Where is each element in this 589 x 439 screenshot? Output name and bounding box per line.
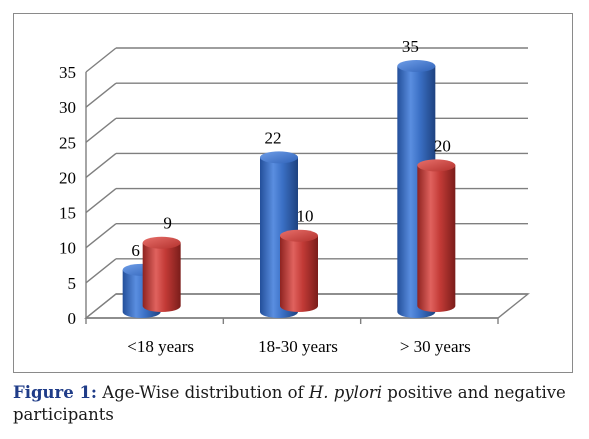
gridline-depth: [85, 117, 117, 143]
y-tick-label: 15: [59, 204, 76, 223]
figure-caption: Figure 1: Age-Wise distribution of H. py…: [13, 382, 583, 426]
y-tick-label: 10: [59, 239, 76, 258]
data-label: 35: [402, 37, 419, 56]
data-label: 10: [297, 207, 314, 226]
bar: [417, 159, 456, 312]
category-label: 18-30 years: [258, 337, 338, 356]
bar-body: [280, 235, 318, 312]
bar-chart: 0 5 10 15 20 25 30 35 <18 years 18-30 years > 30 y…: [59, 37, 530, 356]
gridline-depth: [85, 47, 117, 73]
y-tick-label: 25: [59, 133, 76, 152]
y-tick-label: 20: [59, 168, 76, 187]
y-tick-label: 0: [68, 309, 77, 328]
caption-text-before: Age-Wise distribution of: [97, 383, 309, 402]
caption-text-after: positive and negative participants: [13, 383, 566, 424]
bar-body: [417, 165, 456, 312]
data-label: 22: [265, 128, 282, 147]
gridline-depth: [85, 223, 117, 249]
data-label: 6: [131, 241, 140, 260]
bar: [142, 236, 181, 312]
gridline-depth: [85, 258, 117, 284]
y-tick-label: 5: [68, 274, 77, 293]
bar-body: [142, 242, 181, 312]
bar-top: [260, 151, 298, 164]
data-label: 9: [163, 214, 172, 233]
category-label: > 30 years: [400, 337, 471, 356]
caption-italic: H. pylori: [308, 383, 383, 402]
bar: [280, 229, 318, 312]
caption-label: Figure 1:: [13, 383, 98, 402]
gridline-depth: [85, 152, 117, 178]
data-label: 20: [434, 136, 451, 155]
y-tick-label: 30: [59, 98, 76, 117]
bar-top: [397, 60, 436, 72]
category-label: <18 years: [127, 337, 194, 356]
bar-top: [417, 159, 456, 172]
bar-top: [142, 236, 181, 249]
y-tick-label: 35: [59, 63, 76, 82]
gridline-depth: [85, 188, 117, 214]
gridline-depth: [85, 82, 117, 108]
bar-top: [280, 229, 318, 242]
